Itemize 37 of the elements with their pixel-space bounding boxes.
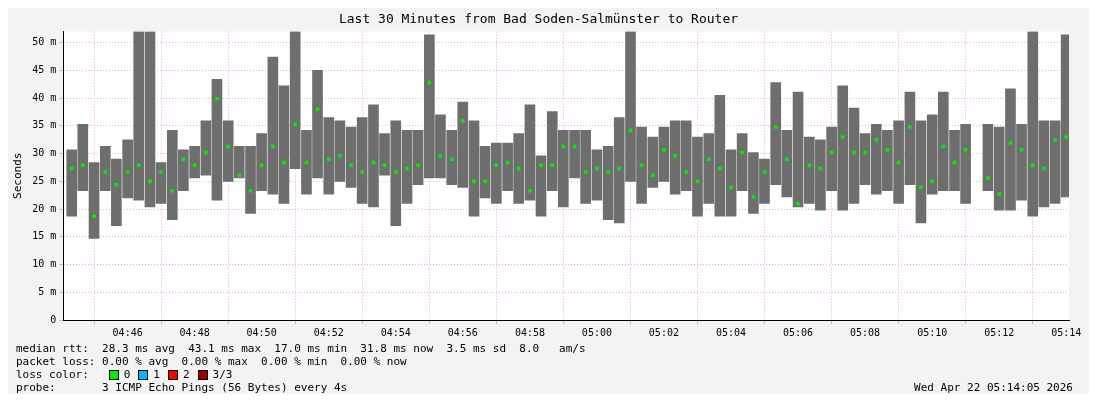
y-tick-label: 5 m <box>38 285 57 297</box>
legend-label: 1 <box>153 368 160 381</box>
y-tick-label: 15 m <box>32 230 57 242</box>
text: Wed Apr 22 05:14:05 2026 <box>914 381 1073 394</box>
x-tick-label: 04:58 <box>514 326 545 338</box>
text: median rtt: 28.3 ms avg 43.1 ms max 17.0 ms min 31.8 ms now 3.5 ms sd 8.0 am/s <box>16 342 587 355</box>
x-tick-label: 05:14 <box>1051 326 1082 338</box>
x-tick-label: 04:52 <box>313 326 344 338</box>
y-tick-label: 30 m <box>32 147 57 159</box>
x-tick-label: 05:04 <box>716 326 747 338</box>
y-tick-label: 40 m <box>32 91 57 103</box>
legend-label: 2 <box>182 368 190 381</box>
y-tick-label: 50 m <box>32 36 57 48</box>
y-tick-label: 0 <box>50 313 57 325</box>
x-tick-label: 04:46 <box>112 326 143 338</box>
y-tick-label: 45 m <box>32 64 57 76</box>
x-tick-label: 04:54 <box>380 326 411 338</box>
legend-title: loss color: <box>16 368 90 381</box>
y-tick-label: 25 m <box>32 174 57 186</box>
chart-title: Last 30 Minutes from Bad Soden-Salmünster to Router <box>338 11 739 27</box>
y-tick-label: 20 m <box>32 202 57 214</box>
text: packet loss: 0.00 % avg 0.00 % max 0.00 % min 0.00 % now <box>16 355 408 368</box>
x-tick-label: 05:12 <box>984 326 1015 338</box>
y-tick-label: 35 m <box>32 119 57 131</box>
x-tick-label: 05:02 <box>648 326 679 338</box>
x-tick-label: 05:10 <box>917 326 948 338</box>
x-tick-label: 04:48 <box>179 326 210 338</box>
x-tick-label: 04:50 <box>246 326 277 338</box>
text: probe: 3 ICMP Echo Pings (56 Bytes) every 4s <box>16 381 348 394</box>
y-axis-title: Seconds <box>11 152 25 199</box>
x-tick-label: 04:56 <box>447 326 478 338</box>
x-tick-label: 05:00 <box>581 326 612 338</box>
y-tick-label: 10 m <box>32 258 57 270</box>
legend-label: 0 <box>123 368 131 381</box>
legend-label: 3/3 <box>212 368 233 381</box>
x-tick-label: 05:06 <box>783 326 814 338</box>
x-tick-label: 05:08 <box>849 326 881 338</box>
